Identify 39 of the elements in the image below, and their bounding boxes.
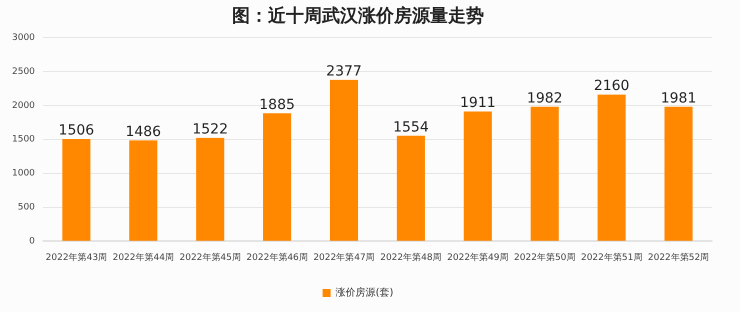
data-label: 1486 <box>125 124 162 140</box>
x-tick-label: 2022年第46周 <box>246 252 308 263</box>
y-tick-label: 0 <box>29 236 36 247</box>
data-label: 1911 <box>460 95 496 112</box>
bar <box>62 138 90 241</box>
x-tick-label: 2022年第44周 <box>112 252 174 263</box>
data-label: 2160 <box>594 78 630 94</box>
bar <box>598 94 626 241</box>
y-tick-label: 1500 <box>12 134 36 145</box>
y-tick-label: 3000 <box>12 32 36 43</box>
x-tick-label: 2022年第43周 <box>46 252 108 263</box>
data-label: 2377 <box>326 64 362 80</box>
bar <box>196 138 224 241</box>
data-label: 1885 <box>259 96 295 113</box>
bar <box>664 106 693 241</box>
data-label: 1981 <box>660 90 696 106</box>
x-tick-label: 2022年第51周 <box>580 252 642 263</box>
bar <box>263 113 292 241</box>
bar <box>396 136 425 241</box>
x-tick-label: 2022年第50周 <box>514 252 576 263</box>
data-label: 1522 <box>192 122 228 138</box>
bar <box>129 140 158 241</box>
x-tick-label: 2022年第47周 <box>313 252 375 263</box>
x-tick-label: 2022年第48周 <box>380 252 442 263</box>
y-tick-label: 2000 <box>12 100 36 111</box>
bar <box>464 112 492 241</box>
y-tick-label: 500 <box>18 202 36 213</box>
data-label: 1554 <box>393 119 429 136</box>
y-tick-label: 2500 <box>12 66 36 77</box>
chart-title: 图：近十周武汉涨价房源量走势 <box>232 5 484 26</box>
x-tick-label: 2022年第49周 <box>447 252 508 263</box>
x-tick-label: 2022年第52周 <box>648 252 710 263</box>
y-tick-label: 1000 <box>12 168 36 179</box>
legend-label: 涨价房源(套) <box>336 286 394 299</box>
data-label: 1982 <box>526 90 563 106</box>
bar <box>530 106 559 241</box>
data-label: 1506 <box>58 122 94 139</box>
bar <box>330 80 358 241</box>
x-tick-label: 2022年第45周 <box>180 252 241 263</box>
